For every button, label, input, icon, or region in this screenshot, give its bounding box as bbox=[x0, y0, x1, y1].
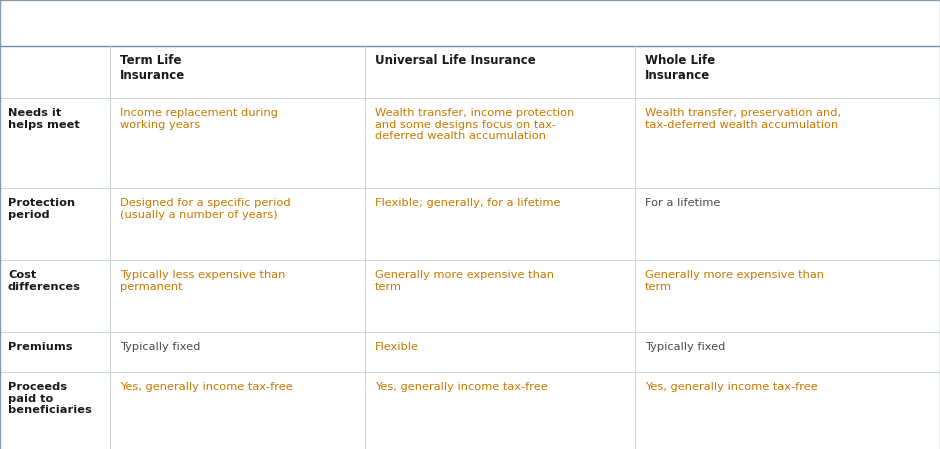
Text: Yes, generally income tax-free: Yes, generally income tax-free bbox=[120, 382, 292, 392]
Text: For a lifetime: For a lifetime bbox=[645, 198, 720, 208]
Text: Yes, generally income tax-free: Yes, generally income tax-free bbox=[375, 382, 548, 392]
Text: Typically fixed: Typically fixed bbox=[120, 342, 200, 352]
Text: Term Life
Insurance: Term Life Insurance bbox=[120, 54, 185, 82]
Text: Generally more expensive than
term: Generally more expensive than term bbox=[375, 270, 554, 291]
Text: Income replacement during
working years: Income replacement during working years bbox=[120, 108, 278, 130]
Text: Wealth transfer, income protection
and some designs focus on tax-
deferred wealt: Wealth transfer, income protection and s… bbox=[375, 108, 574, 141]
Text: Premiums: Premiums bbox=[8, 342, 72, 352]
Text: Yes, generally income tax-free: Yes, generally income tax-free bbox=[645, 382, 818, 392]
Text: Typically fixed: Typically fixed bbox=[645, 342, 726, 352]
Text: Flexible; generally, for a lifetime: Flexible; generally, for a lifetime bbox=[375, 198, 560, 208]
Text: Typically less expensive than
permanent: Typically less expensive than permanent bbox=[120, 270, 286, 291]
Text: Universal Life Insurance: Universal Life Insurance bbox=[375, 54, 536, 67]
Text: Generally more expensive than
term: Generally more expensive than term bbox=[645, 270, 824, 291]
Text: Cost
differences: Cost differences bbox=[8, 270, 81, 291]
Text: Wealth transfer, preservation and,
tax-deferred wealth accumulation: Wealth transfer, preservation and, tax-d… bbox=[645, 108, 841, 130]
Text: Proceeds
paid to
beneficiaries: Proceeds paid to beneficiaries bbox=[8, 382, 92, 415]
Text: Needs it
helps meet: Needs it helps meet bbox=[8, 108, 80, 130]
Text: Designed for a specific period
(usually a number of years): Designed for a specific period (usually … bbox=[120, 198, 290, 220]
Text: Whole Life
Insurance: Whole Life Insurance bbox=[645, 54, 715, 82]
Text: Comparing Types of Life Insurance: Comparing Types of Life Insurance bbox=[12, 14, 361, 32]
Text: Flexible: Flexible bbox=[375, 342, 419, 352]
Text: Protection
period: Protection period bbox=[8, 198, 75, 220]
